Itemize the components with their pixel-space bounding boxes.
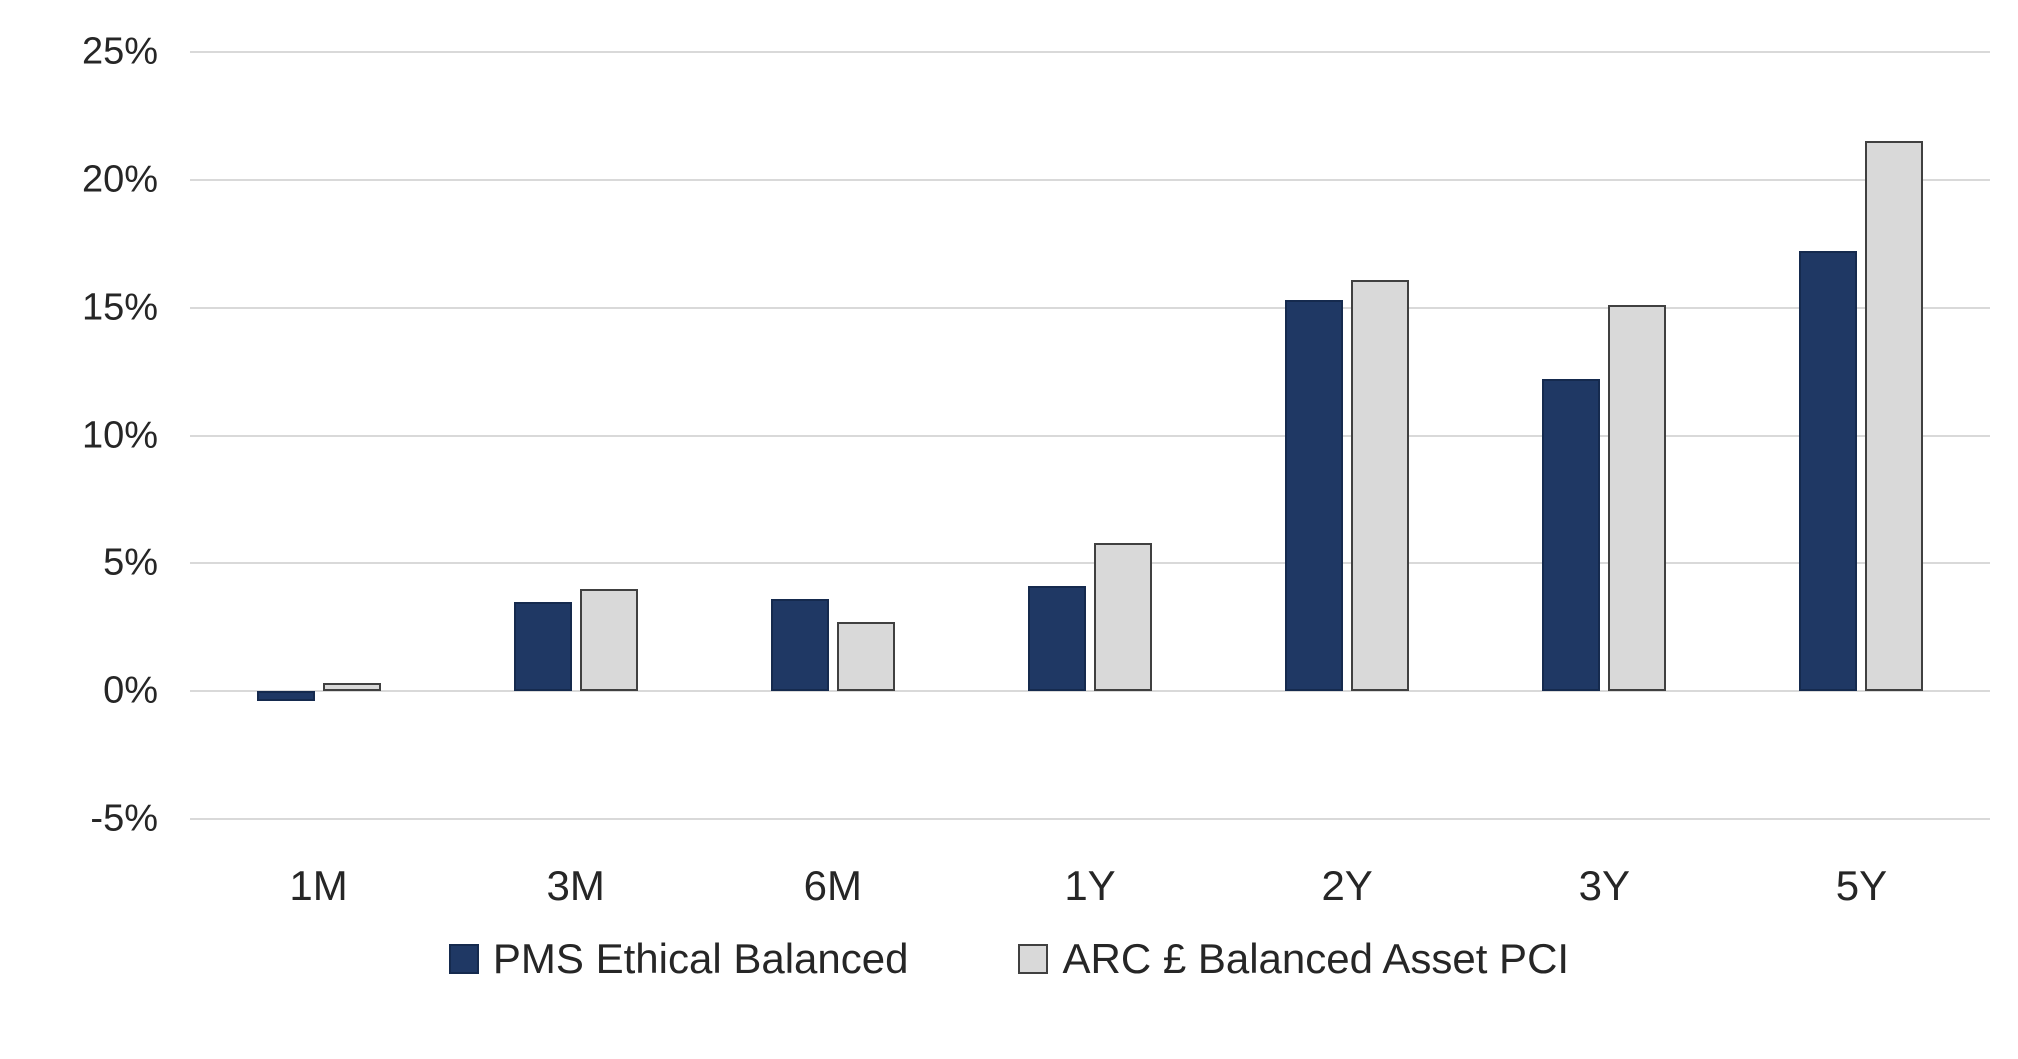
bar-1Y-series-2 (1094, 542, 1152, 692)
gridline-15 (190, 306, 1990, 309)
x-tick-label-5Y: 5Y (1835, 862, 1888, 909)
gridline-25 (190, 51, 1990, 53)
x-tick-label-2Y: 2Y (1321, 862, 1373, 909)
bar-1M-series-2 (322, 683, 381, 692)
gridline-5 (190, 562, 1990, 565)
y-tick-label: 20% (81, 158, 158, 201)
bar-2Y-series-1 (1285, 299, 1344, 692)
y-tick-label: 10% (81, 414, 158, 456)
gridline--5 (190, 818, 1990, 820)
gridline-0 (190, 690, 1990, 693)
bar-2Y-series-2 (1351, 279, 1410, 692)
legend-item-series-2: ARC £ Balanced Asset PCI (1018, 935, 1569, 983)
legend: PMS Ethical Balanced ARC £ Balanced Asse… (0, 935, 2018, 983)
gridline-20 (190, 178, 1990, 181)
plot-area (190, 51, 1990, 820)
x-tick-label-1Y: 1Y (1064, 862, 1116, 909)
legend-label-series-2: ARC £ Balanced Asset PCI (1062, 935, 1570, 982)
y-tick-label: 25% (81, 30, 158, 73)
bar-3Y-series-2 (1608, 305, 1667, 692)
bar-1M-series-1 (256, 691, 315, 702)
y-tick-label: 5% (103, 541, 158, 584)
x-tick-label-6M: 6M (803, 862, 863, 909)
bar-5Y-series-1 (1799, 251, 1858, 692)
bar-3M-series-2 (579, 588, 638, 692)
bar-3M-series-1 (513, 601, 572, 692)
legend-label-series-1: PMS Ethical Balanced (492, 935, 909, 982)
legend-item-series-1: PMS Ethical Balanced (448, 935, 909, 983)
bar-1Y-series-1 (1028, 586, 1086, 692)
y-tick-label: -5% (90, 797, 158, 840)
x-tick-label-1M: 1M (289, 862, 348, 909)
y-tick-label: 15% (81, 286, 158, 329)
bar-5Y-series-2 (1865, 141, 1924, 692)
bar-6M-series-2 (836, 622, 895, 692)
legend-swatch-navy (448, 944, 479, 974)
x-tick-label-3M: 3M (546, 862, 605, 909)
bar-6M-series-1 (770, 599, 829, 692)
legend-swatch-gray (1018, 944, 1049, 974)
bar-3Y-series-1 (1542, 379, 1601, 692)
x-tick-label-3Y: 3Y (1578, 862, 1630, 909)
gridline-10 (190, 434, 1990, 437)
y-tick-label: 0% (103, 669, 158, 712)
